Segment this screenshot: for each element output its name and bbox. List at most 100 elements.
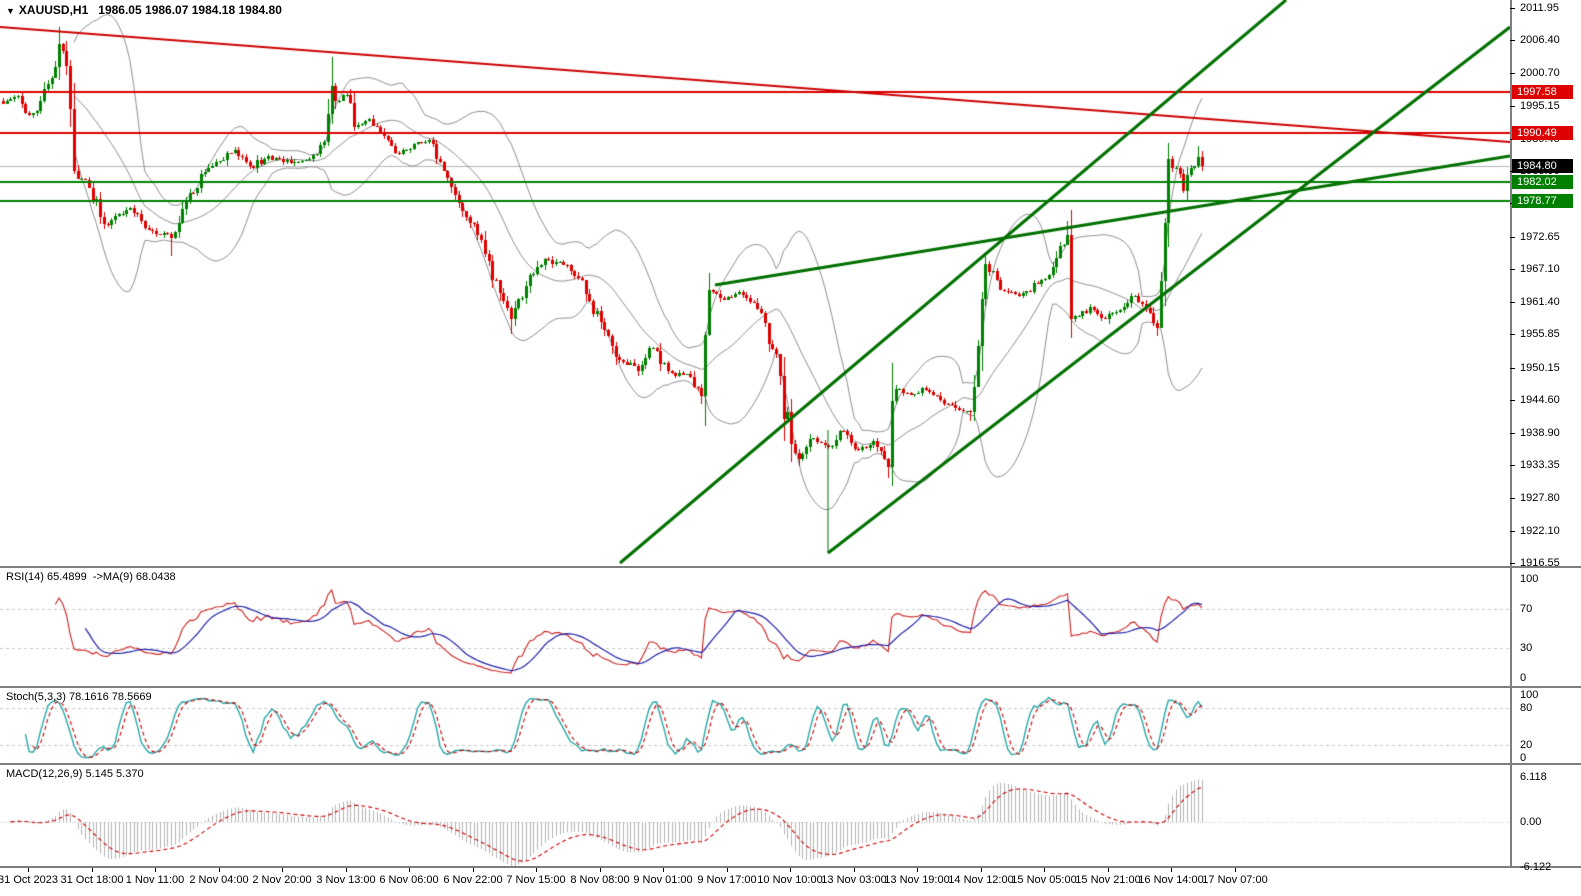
price-axis[interactable]: 2011.952006.402000.701995.151989.451983.… <box>1510 0 1581 873</box>
price-tick-label: 1972.65 <box>1520 231 1560 243</box>
time-tick-label: 16 Nov 14:00 <box>1138 874 1204 886</box>
chart-symbol-timeframe: XAUUSD,H1 <box>18 3 89 17</box>
macd-scale-label: 6.118 <box>1520 771 1547 783</box>
price-tick-mark <box>1510 368 1515 369</box>
time-tick-mark <box>790 868 791 872</box>
time-tick-label: 6 Nov 22:00 <box>443 874 503 886</box>
price-tick-label: 1955.85 <box>1520 328 1560 340</box>
chart-title: ▼ XAUUSD,H1 1986.05 1986.07 1984.18 1984.8… <box>6 3 282 17</box>
time-tick-mark <box>1171 868 1172 872</box>
time-tick-label: 13 Nov 03:00 <box>821 874 887 886</box>
time-tick-mark <box>854 868 855 872</box>
time-tick-label: 9 Nov 17:00 <box>697 874 757 886</box>
price-axis-border <box>1510 0 1512 868</box>
price-level-badge-resistance: 1997.58 <box>1512 85 1573 99</box>
time-tick-label: 2 Nov 20:00 <box>252 874 312 886</box>
price-tick-label: 1922.10 <box>1520 525 1560 537</box>
time-tick-mark <box>282 868 283 872</box>
price-tick-label: 1938.90 <box>1520 427 1560 439</box>
time-tick-label: 14 Nov 12:00 <box>948 874 1014 886</box>
time-tick-mark <box>727 868 728 872</box>
price-tick-mark <box>1510 269 1515 270</box>
time-tick-label: 15 Nov 21:00 <box>1075 874 1141 886</box>
time-tick-mark <box>473 868 474 872</box>
price-tick-mark <box>1510 40 1515 41</box>
pane-separator[interactable] <box>0 566 1581 568</box>
ohlc-low: 1984.18 <box>191 3 236 17</box>
time-tick-mark <box>409 868 410 872</box>
time-axis[interactable]: 31 Oct 2023 31 Oct 18:00 1 Nov 11:00 2 Nov … <box>0 868 1581 896</box>
stochastic-indicator-label: Stoch(5,3,3) 78.1616 78.5669 <box>6 691 152 703</box>
price-tick-label: 1927.80 <box>1520 492 1560 504</box>
price-tick-mark <box>1510 563 1515 564</box>
time-tick-label: 15 Nov 05:00 <box>1011 874 1077 886</box>
price-tick-mark <box>1510 334 1515 335</box>
time-tick-label: 17 Nov 07:00 <box>1202 874 1268 886</box>
price-tick-label: 1944.60 <box>1520 394 1560 406</box>
time-tick-mark <box>1108 868 1109 872</box>
price-tick-label: 2011.95 <box>1520 2 1559 14</box>
price-tick-label: 2006.40 <box>1520 34 1560 46</box>
price-level-badge-support: 1982.02 <box>1512 175 1573 189</box>
macd-pane-canvas[interactable] <box>0 765 1510 866</box>
time-tick-mark <box>663 868 664 872</box>
rsi-pane-canvas[interactable] <box>0 568 1510 686</box>
price-tick-mark <box>1510 237 1515 238</box>
price-tick-label: 1916.55 <box>1520 557 1560 569</box>
time-tick-label: 31 Oct 18:00 <box>60 874 124 886</box>
time-tick-label: 2 Nov 04:00 <box>189 874 249 886</box>
price-level-badge-current: 1984.80 <box>1512 159 1573 173</box>
ohlc-close: 1984.80 <box>238 3 282 17</box>
price-tick-label: 1961.40 <box>1520 296 1560 308</box>
rsi-scale-label: 0 <box>1520 672 1527 684</box>
stoch-scale-label: 0 <box>1520 752 1527 764</box>
pane-separator[interactable] <box>0 686 1581 688</box>
time-tick-mark <box>1235 868 1236 872</box>
price-tick-label: 1933.35 <box>1520 459 1560 471</box>
price-tick-label: 1950.15 <box>1520 362 1560 374</box>
macd-scale-label: 0.00 <box>1520 816 1542 828</box>
time-tick-mark <box>600 868 601 872</box>
stoch-scale-label: 100 <box>1520 689 1539 701</box>
macd-indicator-label: MACD(12,26,9) 5.145 5.370 <box>6 768 144 780</box>
time-tick-label: 8 Nov 08:00 <box>570 874 630 886</box>
symbol-dropdown-icon[interactable]: ▼ <box>6 6 15 16</box>
rsi-indicator-label: RSI(14) 65.4899 ->MA(9) 68.0438 <box>6 571 176 583</box>
time-tick-label: 10 Nov 10:00 <box>757 874 823 886</box>
time-tick-mark <box>155 868 156 872</box>
macd-scale-label: -6.122 <box>1520 861 1552 873</box>
time-tick-mark <box>346 868 347 872</box>
price-tick-label: 1995.15 <box>1520 100 1560 112</box>
stoch-scale-label: 20 <box>1520 739 1533 751</box>
price-chart-canvas[interactable] <box>0 0 1510 566</box>
time-tick-mark <box>917 868 918 872</box>
price-tick-label: 1967.10 <box>1520 263 1560 275</box>
rsi-scale-label: 100 <box>1520 573 1539 585</box>
time-tick-label: 7 Nov 15:00 <box>506 874 566 886</box>
pane-separator[interactable] <box>0 763 1581 765</box>
price-tick-mark <box>1510 531 1515 532</box>
pane-separator <box>0 866 1581 868</box>
time-tick-label: 1 Nov 11:00 <box>125 874 185 886</box>
price-tick-mark <box>1510 302 1515 303</box>
price-tick-label: 2000.70 <box>1520 67 1560 79</box>
time-tick-label: 9 Nov 01:00 <box>633 874 693 886</box>
ohlc-high: 1986.07 <box>145 3 189 17</box>
price-level-badge-resistance: 1990.49 <box>1512 126 1573 140</box>
rsi-scale-label: 30 <box>1520 642 1533 654</box>
time-tick-label: 3 Nov 13:00 <box>316 874 376 886</box>
price-level-badge-support: 1978.77 <box>1512 194 1573 208</box>
time-tick-label: 6 Nov 06:00 <box>379 874 439 886</box>
time-tick-label: 31 Oct 2023 <box>0 874 58 886</box>
ohlc-open: 1986.05 <box>98 3 142 17</box>
stochastic-pane-canvas[interactable] <box>0 688 1510 763</box>
time-tick-mark <box>92 868 93 872</box>
price-tick-mark <box>1510 400 1515 401</box>
price-tick-mark <box>1510 73 1515 74</box>
price-tick-mark <box>1510 498 1515 499</box>
price-tick-mark <box>1510 465 1515 466</box>
price-tick-mark <box>1510 433 1515 434</box>
time-tick-mark <box>28 868 29 872</box>
price-tick-mark <box>1510 106 1515 107</box>
